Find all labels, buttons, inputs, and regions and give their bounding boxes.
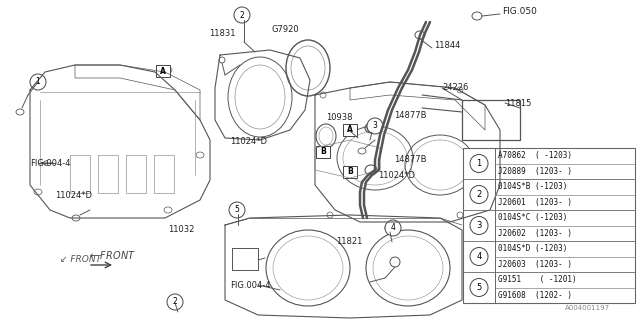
Text: $\leftarrow$FRONT: $\leftarrow$FRONT — [88, 249, 136, 261]
Circle shape — [167, 294, 183, 310]
Text: A: A — [347, 125, 353, 134]
Text: 2: 2 — [239, 11, 244, 20]
Text: FIG.050: FIG.050 — [502, 7, 537, 17]
Text: J20889  (1203- ): J20889 (1203- ) — [498, 167, 572, 176]
Text: 2: 2 — [173, 298, 177, 307]
Circle shape — [229, 202, 245, 218]
Text: J20601  (1203- ): J20601 (1203- ) — [498, 198, 572, 207]
Bar — [343, 124, 357, 136]
Text: 3: 3 — [476, 221, 482, 230]
Circle shape — [234, 7, 250, 23]
Text: 0104S*B (-1203): 0104S*B (-1203) — [498, 182, 568, 191]
Text: 14877B: 14877B — [394, 110, 426, 119]
Circle shape — [30, 74, 46, 90]
Text: J20602  (1203- ): J20602 (1203- ) — [498, 229, 572, 238]
Text: 2: 2 — [476, 190, 482, 199]
Text: 24226: 24226 — [442, 84, 468, 92]
Text: 1: 1 — [476, 159, 482, 168]
Text: G91608  (1202- ): G91608 (1202- ) — [498, 291, 572, 300]
Text: J20603  (1203- ): J20603 (1203- ) — [498, 260, 572, 269]
Circle shape — [367, 118, 383, 134]
Text: 11024*D: 11024*D — [230, 137, 267, 146]
Text: B: B — [347, 167, 353, 177]
Text: 11815: 11815 — [505, 99, 531, 108]
Text: 5: 5 — [235, 205, 239, 214]
Text: 11831: 11831 — [209, 29, 236, 38]
Bar — [463, 148, 635, 303]
Bar — [343, 166, 357, 178]
Text: ↙ FRONT: ↙ FRONT — [60, 255, 101, 264]
Text: FIG.004-4: FIG.004-4 — [230, 281, 270, 290]
Text: 4: 4 — [390, 223, 396, 233]
Bar — [316, 146, 330, 158]
Text: FIG.004-4: FIG.004-4 — [30, 158, 70, 167]
Text: A004001197: A004001197 — [565, 305, 610, 311]
Text: G9151    ( -1201): G9151 ( -1201) — [498, 275, 577, 284]
Text: A: A — [160, 67, 166, 76]
Text: 11821: 11821 — [336, 236, 362, 245]
Text: 14877B: 14877B — [394, 156, 426, 164]
Circle shape — [385, 220, 401, 236]
Text: 11844: 11844 — [434, 41, 460, 50]
Text: 11024*D: 11024*D — [55, 190, 92, 199]
Text: 0104S*D (-1203): 0104S*D (-1203) — [498, 244, 568, 253]
Text: 4: 4 — [476, 252, 482, 261]
Bar — [156, 65, 170, 77]
Text: 10938: 10938 — [326, 114, 353, 123]
Text: 1: 1 — [36, 77, 40, 86]
Text: 11032: 11032 — [168, 226, 195, 235]
Text: 0104S*C (-1203): 0104S*C (-1203) — [498, 213, 568, 222]
Text: B: B — [320, 148, 326, 156]
Text: 11024*D: 11024*D — [378, 172, 415, 180]
Text: A70862  ( -1203): A70862 ( -1203) — [498, 151, 572, 160]
Text: G7920: G7920 — [271, 26, 299, 35]
Text: 5: 5 — [476, 283, 482, 292]
Text: 3: 3 — [372, 122, 378, 131]
